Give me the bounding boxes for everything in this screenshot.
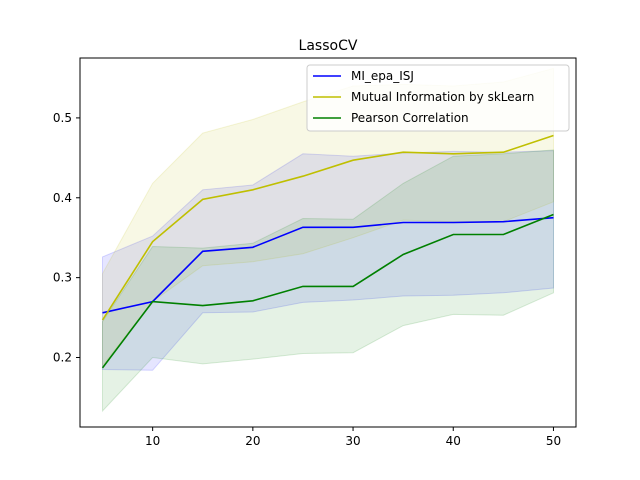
mutual-information-by-sklearn-band — [102, 67, 554, 367]
series-lines — [101, 134, 554, 369]
x-tick-label: 20 — [245, 434, 260, 448]
x-tick-label: 50 — [546, 434, 561, 448]
legend: MI_epa_ISJ Mutual Information by skLearn P… — [306, 64, 570, 132]
y-tick-label: 0.5 — [53, 111, 72, 125]
x-axis: 10 20 30 40 50 — [145, 427, 561, 448]
y-tick-label: 0.4 — [53, 191, 72, 205]
plot-frame — [79, 57, 577, 428]
y-tick-label: 0.2 — [53, 351, 72, 365]
mi-epa-isj-band — [102, 150, 554, 371]
pearson-correlation-band — [102, 149, 554, 413]
legend-label: MI_epa_ISJ — [351, 69, 414, 83]
confidence-bands — [102, 67, 554, 413]
x-tick-label: 30 — [345, 434, 360, 448]
x-tick-label: 40 — [446, 434, 461, 448]
mutual-information-by-sklearn-line — [101, 134, 554, 321]
x-tick-label: 10 — [145, 434, 160, 448]
legend-label: Mutual Information by skLearn — [351, 90, 534, 104]
y-axis: 0.2 0.3 0.4 0.5 — [53, 111, 80, 365]
legend-box — [306, 64, 570, 132]
mi-epa-isj-line — [102, 216, 554, 314]
pearson-correlation-line — [101, 213, 554, 369]
legend-label: Pearson Correlation — [351, 111, 469, 125]
y-tick-label: 0.3 — [53, 271, 72, 285]
chart-title: LassoCV — [299, 38, 358, 54]
